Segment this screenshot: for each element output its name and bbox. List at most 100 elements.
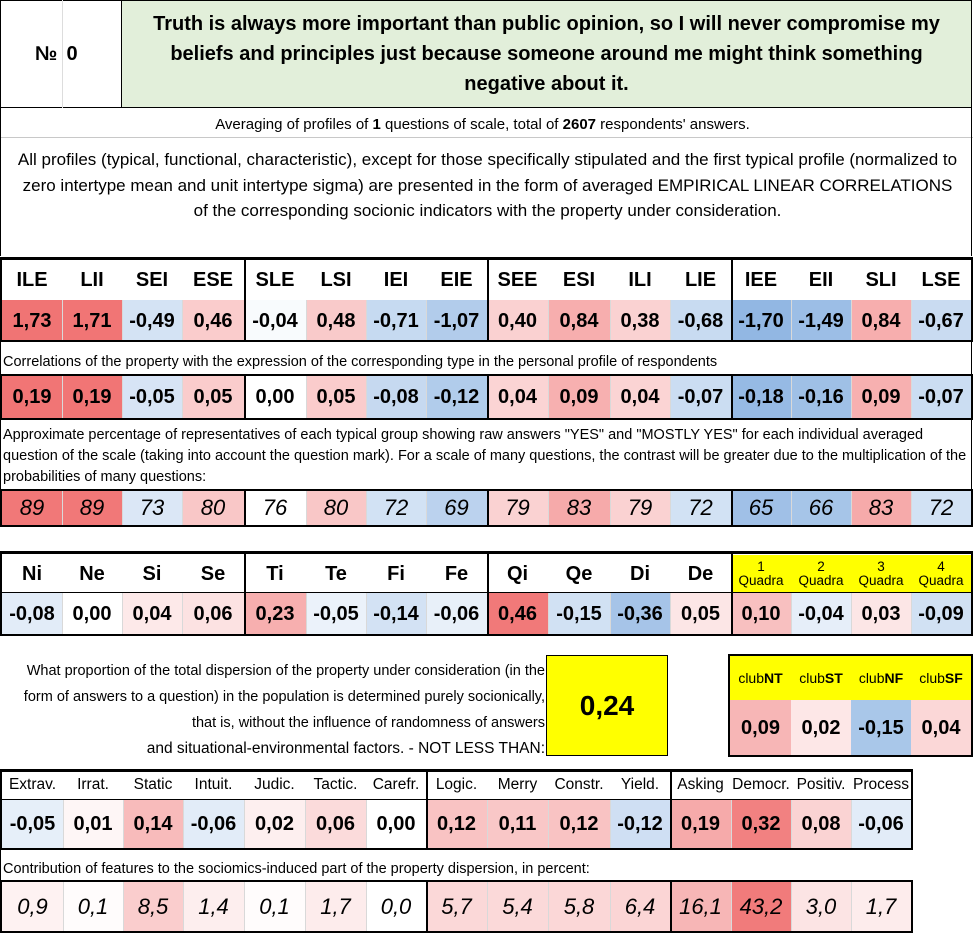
function-value: -0,14 bbox=[366, 593, 426, 635]
type-correlation-value: 0,19 bbox=[2, 376, 62, 418]
type-header: ILE bbox=[16, 268, 48, 291]
function-header: Fe bbox=[444, 562, 469, 585]
type-normalized-value: -0,67 bbox=[911, 300, 971, 342]
type-header: ESI bbox=[562, 268, 596, 291]
type-correlation-value: -0,07 bbox=[670, 376, 731, 418]
function-header: Ti bbox=[266, 562, 284, 585]
type-percent-value: 89 bbox=[2, 490, 62, 526]
function-value: 0,06 bbox=[182, 593, 244, 635]
quadra-label: Quadra bbox=[918, 573, 964, 588]
quadra-value: -0,04 bbox=[791, 593, 851, 635]
respondents-count: 2607 bbox=[562, 115, 597, 133]
club-prefix: club bbox=[738, 670, 764, 686]
quadra-label: Quadra bbox=[798, 573, 844, 588]
quadra-header: 1 Quadra bbox=[731, 555, 791, 593]
dispersion-value: 0,24 bbox=[546, 655, 668, 756]
averaging-line: Averaging of profiles of 1 questions of … bbox=[215, 115, 750, 133]
number-box bbox=[0, 0, 122, 108]
type-normalized-value: 0,46 bbox=[182, 300, 244, 342]
club-name: NF bbox=[884, 670, 904, 686]
trait-header: Tactic. bbox=[313, 776, 358, 793]
type-header: ESE bbox=[192, 268, 234, 291]
trait-header: Democr. bbox=[732, 776, 790, 793]
function-header: Qe bbox=[565, 562, 593, 585]
type-normalized-value: 0,38 bbox=[610, 300, 670, 342]
quadra-number: 1 bbox=[757, 559, 765, 574]
trait-header: Asking bbox=[677, 776, 724, 793]
club-value: -0,15 bbox=[851, 700, 911, 756]
type-header: LSI bbox=[320, 268, 352, 291]
type-header: SEI bbox=[135, 268, 169, 291]
type-correlation-value: 0,04 bbox=[487, 376, 548, 418]
function-value: -0,08 bbox=[2, 593, 62, 635]
type-normalized-value: 1,73 bbox=[2, 300, 62, 342]
function-header: Fi bbox=[387, 562, 405, 585]
quadra-value: 0,03 bbox=[851, 593, 911, 635]
trait-value: 0,12 bbox=[548, 800, 610, 848]
function-value: 0,05 bbox=[670, 593, 731, 635]
trait-contribution: 5,7 bbox=[426, 882, 487, 932]
function-value: -0,15 bbox=[548, 593, 610, 635]
type-percent-value: 69 bbox=[426, 490, 487, 526]
type-percent-value: 80 bbox=[306, 490, 366, 526]
trait-value: 0,02 bbox=[244, 800, 305, 848]
trait-value: -0,12 bbox=[610, 800, 670, 848]
function-header: Si bbox=[142, 562, 162, 585]
trait-contribution: 3,0 bbox=[791, 882, 851, 932]
type-normalized-value: -1,49 bbox=[791, 300, 851, 342]
club-header: club ST bbox=[791, 656, 851, 700]
dispersion-text: What proportion of the total dispersion … bbox=[23, 663, 545, 757]
type-percent-value: 66 bbox=[791, 490, 851, 526]
function-header: Di bbox=[630, 562, 650, 585]
correlations-note: Correlations of the property with the ex… bbox=[3, 354, 718, 370]
type-normalized-value: -1,07 bbox=[426, 300, 487, 342]
type-correlation-value: 0,09 bbox=[851, 376, 911, 418]
club-value: 0,02 bbox=[791, 700, 851, 756]
trait-contribution: 1,7 bbox=[851, 882, 911, 932]
quadra-number: 2 bbox=[817, 559, 825, 574]
type-percent-value: 72 bbox=[366, 490, 426, 526]
trait-contribution: 5,4 bbox=[487, 882, 548, 932]
type-header: IEI bbox=[383, 268, 409, 291]
type-header: IEE bbox=[744, 268, 778, 291]
type-normalized-value: -0,68 bbox=[670, 300, 731, 342]
type-normalized-value: 0,48 bbox=[306, 300, 366, 342]
trait-value: 0,14 bbox=[123, 800, 183, 848]
trait-header: Positiv. bbox=[796, 776, 846, 793]
type-normalized-value: -0,49 bbox=[122, 300, 182, 342]
type-normalized-value: 1,71 bbox=[62, 300, 122, 342]
trait-header: Static bbox=[133, 776, 173, 793]
statement-text: Truth is always more important than publ… bbox=[153, 13, 940, 95]
type-percent-value: 80 bbox=[182, 490, 244, 526]
quadra-label: Quadra bbox=[738, 573, 784, 588]
type-correlation-value: -0,05 bbox=[122, 376, 182, 418]
type-correlation-value: 0,04 bbox=[610, 376, 670, 418]
trait-value: 0,12 bbox=[426, 800, 487, 848]
type-percent-value: 65 bbox=[731, 490, 791, 526]
type-header: SLI bbox=[865, 268, 897, 291]
trait-header: Process bbox=[853, 776, 909, 793]
quadra-value: -0,09 bbox=[911, 593, 971, 635]
trait-header: Judic. bbox=[254, 776, 295, 793]
quadra-value: 0,10 bbox=[731, 593, 791, 635]
function-value: 0,04 bbox=[122, 593, 182, 635]
trait-header: Yield. bbox=[620, 776, 660, 793]
type-normalized-value: -0,71 bbox=[366, 300, 426, 342]
type-percent-value: 79 bbox=[487, 490, 548, 526]
type-normalized-value: 0,84 bbox=[851, 300, 911, 342]
club-header: club NF bbox=[851, 656, 911, 700]
type-correlation-value: -0,07 bbox=[911, 376, 971, 418]
trait-value: -0,06 bbox=[851, 800, 911, 848]
club-name: ST bbox=[824, 670, 843, 686]
function-value: 0,46 bbox=[487, 593, 548, 635]
statement-box: Truth is always more important than publ… bbox=[122, 0, 972, 108]
type-correlation-value: 0,09 bbox=[548, 376, 610, 418]
club-value: 0,09 bbox=[730, 700, 791, 756]
trait-header: Intuit. bbox=[194, 776, 233, 793]
club-name: SF bbox=[944, 670, 963, 686]
function-value: -0,36 bbox=[610, 593, 670, 635]
questions-count: 1 bbox=[372, 115, 381, 133]
function-header: Qi bbox=[506, 562, 529, 585]
trait-contribution: 16,1 bbox=[670, 882, 731, 932]
type-correlation-value: 0,00 bbox=[244, 376, 306, 418]
